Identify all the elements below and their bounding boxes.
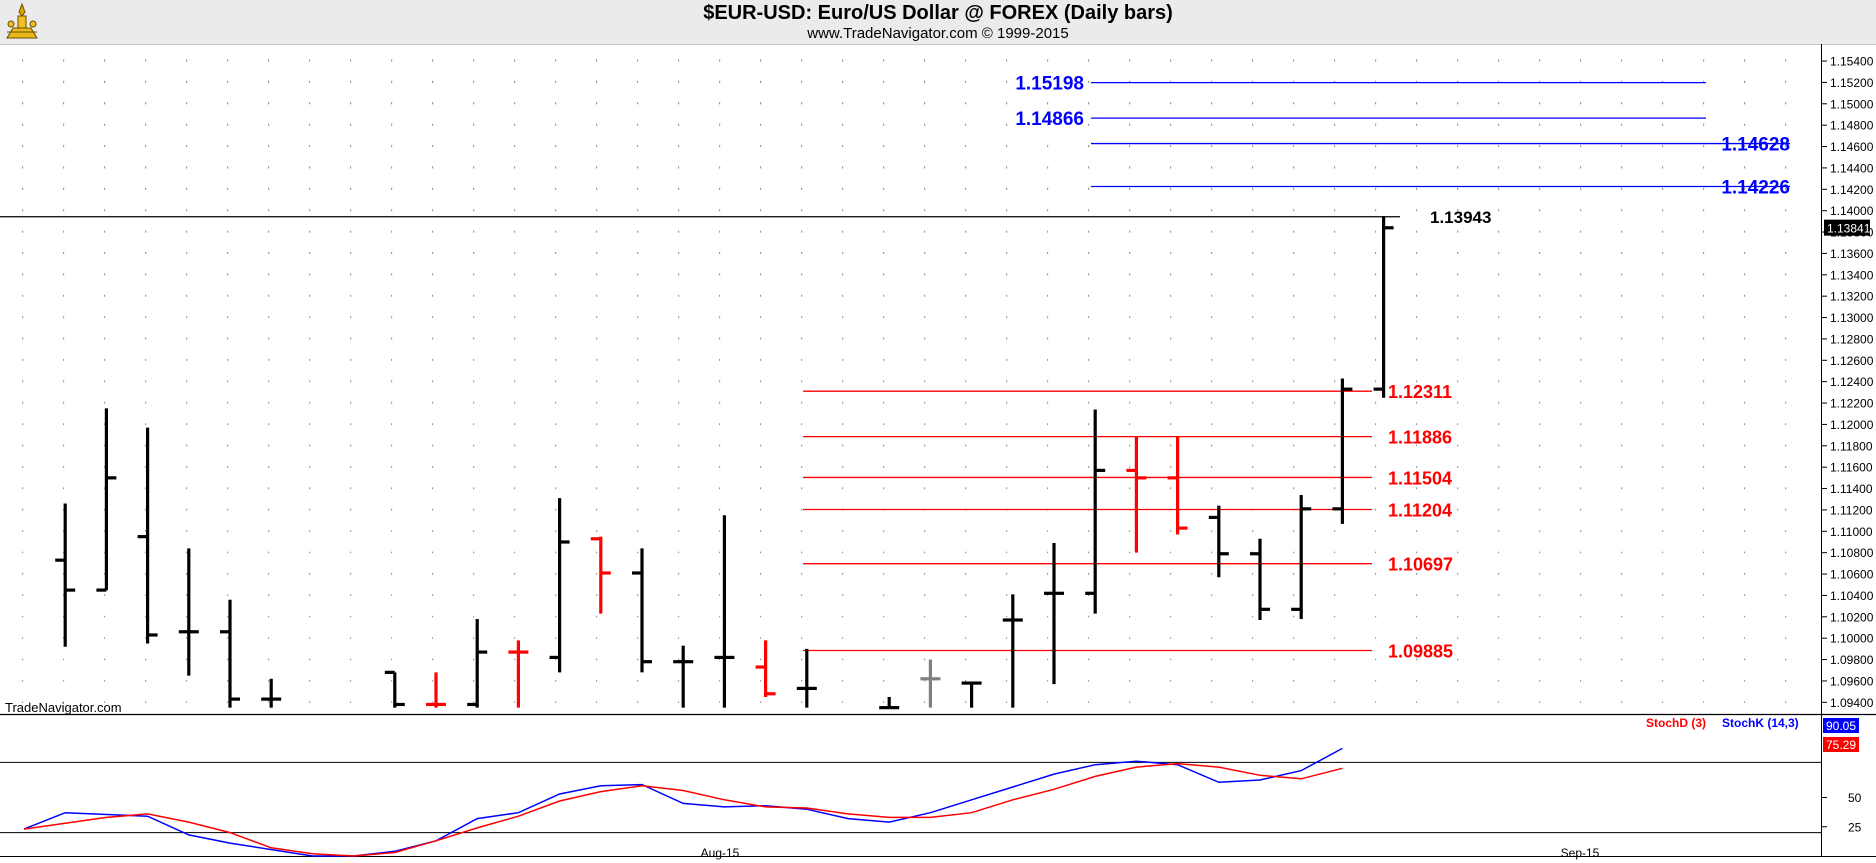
price-tick-label: 1.14000 [1830, 204, 1874, 218]
last-price-box [1824, 219, 1870, 236]
price-tick-label: 1.14600 [1830, 140, 1874, 154]
date-tick-label: Aug-15 [701, 846, 740, 860]
price-tick-label: 1.12800 [1830, 332, 1874, 346]
price-tick-label: 1.12600 [1830, 354, 1874, 368]
retracement-label: 1.10697 [1388, 555, 1453, 575]
price-tick-label: 1.10000 [1830, 632, 1874, 646]
price-tick-label: 1.11400 [1830, 482, 1873, 496]
price-tick-label: 1.12000 [1830, 418, 1874, 432]
ohlc-bar [178, 548, 199, 676]
price-tick-label: 1.10400 [1830, 589, 1874, 603]
ohlc-bar [220, 599, 240, 708]
ohlc-bar [1044, 543, 1064, 685]
stoch-tick-label: 50 [1848, 791, 1862, 805]
price-tick-label: 1.10800 [1830, 546, 1874, 560]
ohlc-bar [1332, 378, 1353, 524]
price-tick-label: 1.11200 [1830, 503, 1873, 517]
price-tick-label: 1.13600 [1830, 247, 1874, 261]
ohlc-bar [1208, 505, 1229, 578]
price-tick-label: 1.10600 [1830, 568, 1874, 582]
ohlc-bar [508, 640, 529, 708]
price-tick-label: 1.09800 [1830, 653, 1874, 667]
price-tick-label: 1.10200 [1830, 610, 1874, 624]
stoch-k-value-box [1823, 718, 1859, 733]
ohlc-bar [961, 681, 982, 708]
price-tick-label: 1.09400 [1830, 696, 1874, 710]
ohlc-bar [96, 408, 117, 592]
ohlc-bar [1085, 409, 1106, 614]
date-axis: Aug-15 Sep-15 [701, 846, 1600, 860]
ohlc-bar [137, 427, 158, 644]
header-band [0, 0, 1876, 44]
ohlc-bar [632, 548, 652, 673]
price-tick-label: 1.11000 [1830, 525, 1873, 539]
ohlc-bar [1250, 538, 1270, 621]
ohlc-bar [1002, 594, 1023, 708]
retracement-label: 1.11504 [1388, 468, 1452, 488]
trade-navigator-logo-icon [6, 2, 38, 39]
resistance-label: 1.13943 [1430, 208, 1491, 227]
ohlc-bar [796, 648, 817, 708]
ohlc-bar [673, 645, 694, 708]
price-tick-label: 1.13000 [1830, 311, 1874, 325]
chart-subtitle: www.TradeNavigator.com © 1999-2015 [807, 25, 1069, 42]
retracement-label: 1.12311 [1388, 382, 1452, 402]
stochastic-panel: 50 25 StochD (3) StochK (14,3) 90.05 75.29 [0, 716, 1862, 857]
price-axis: 1.15400 1.15200 1.15000 1.14800 1.14600 1.144… [1822, 55, 1874, 710]
ohlc-bar [714, 515, 735, 708]
price-tick-label: 1.12200 [1830, 397, 1874, 411]
price-tick-label: 1.11600 [1830, 461, 1873, 475]
ohlc-bar [879, 696, 900, 710]
ohlc-bar [426, 672, 446, 708]
projection-label: 1.14628 [1721, 135, 1790, 156]
last-price-label: 1.13841 [1827, 222, 1871, 236]
retracement-label: 1.11886 [1388, 428, 1452, 448]
ohlc-bar [1126, 436, 1147, 553]
ohlc-bar [549, 498, 570, 673]
price-tick-label: 1.15000 [1830, 97, 1874, 111]
legend-stoch-d: StochD (3) [1646, 716, 1706, 730]
ohlc-bar [1291, 494, 1312, 619]
ohlc-bar [1373, 216, 1394, 398]
watermark: TradeNavigator.com [5, 700, 122, 715]
price-tick-label: 1.12400 [1830, 375, 1874, 389]
stoch-tick-label: 25 [1848, 820, 1862, 834]
ohlc-bar [261, 678, 282, 708]
stoch-d-value-box [1823, 737, 1859, 752]
ohlc-bar [384, 670, 405, 708]
level-lines: 1.13943 1.15198 1.14866 1.14628 1.14226 1.123… [0, 74, 1790, 661]
price-tick-label: 1.13400 [1830, 268, 1874, 282]
date-tick-label: Sep-15 [1561, 846, 1600, 860]
price-tick-label: 1.09600 [1830, 674, 1874, 688]
retracement-label: 1.09885 [1388, 641, 1453, 661]
price-bars [55, 216, 1394, 710]
ohlc-bar [920, 659, 941, 708]
ohlc-bar [55, 503, 76, 647]
grid-dots [22, 59, 1787, 703]
stoch-k-value: 90.05 [1826, 719, 1856, 733]
price-tick-label: 1.14800 [1830, 119, 1874, 133]
price-tick-label: 1.14400 [1830, 161, 1874, 175]
projection-label: 1.14226 [1721, 178, 1790, 199]
price-tick-label: 1.11800 [1830, 439, 1873, 453]
stoch-d-value: 75.29 [1826, 738, 1856, 752]
retracement-label: 1.11204 [1388, 501, 1452, 521]
stoch-k-line [23, 747, 1343, 857]
price-tick-label: 1.14200 [1830, 183, 1874, 197]
legend-stoch-k: StochK (14,3) [1722, 716, 1799, 730]
price-tick-label: 1.15200 [1830, 76, 1874, 90]
price-tick-label: 1.15400 [1830, 55, 1874, 69]
grid-dot-pattern [22, 59, 1787, 703]
ohlc-bar [590, 536, 611, 614]
price-tick-label: 1.13200 [1830, 290, 1874, 304]
chart-title: $EUR-USD: Euro/US Dollar @ FOREX (Daily … [703, 2, 1173, 24]
projection-label: 1.15198 [1015, 74, 1084, 95]
stoch-d-line [23, 762, 1343, 857]
ohlc-bar [755, 640, 776, 697]
ohlc-bar [467, 618, 488, 708]
ohlc-bar [1167, 436, 1188, 535]
projection-label: 1.14866 [1015, 109, 1084, 130]
